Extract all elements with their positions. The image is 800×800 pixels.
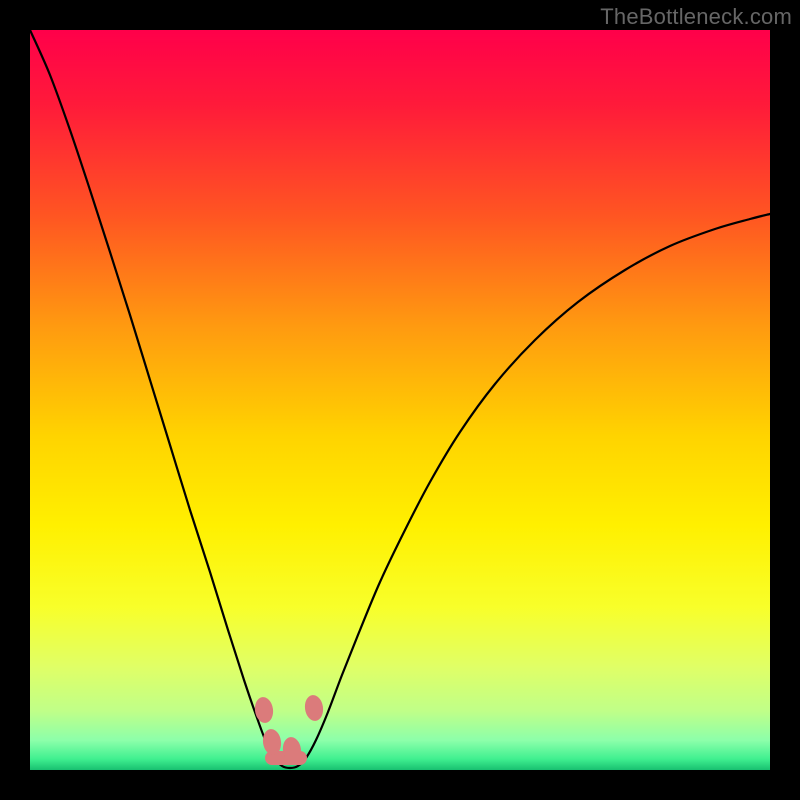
bottleneck-chart <box>0 0 800 800</box>
chart-container: TheBottleneck.com <box>0 0 800 800</box>
watermark-label: TheBottleneck.com <box>600 4 792 30</box>
chart-plot-background <box>30 30 770 770</box>
